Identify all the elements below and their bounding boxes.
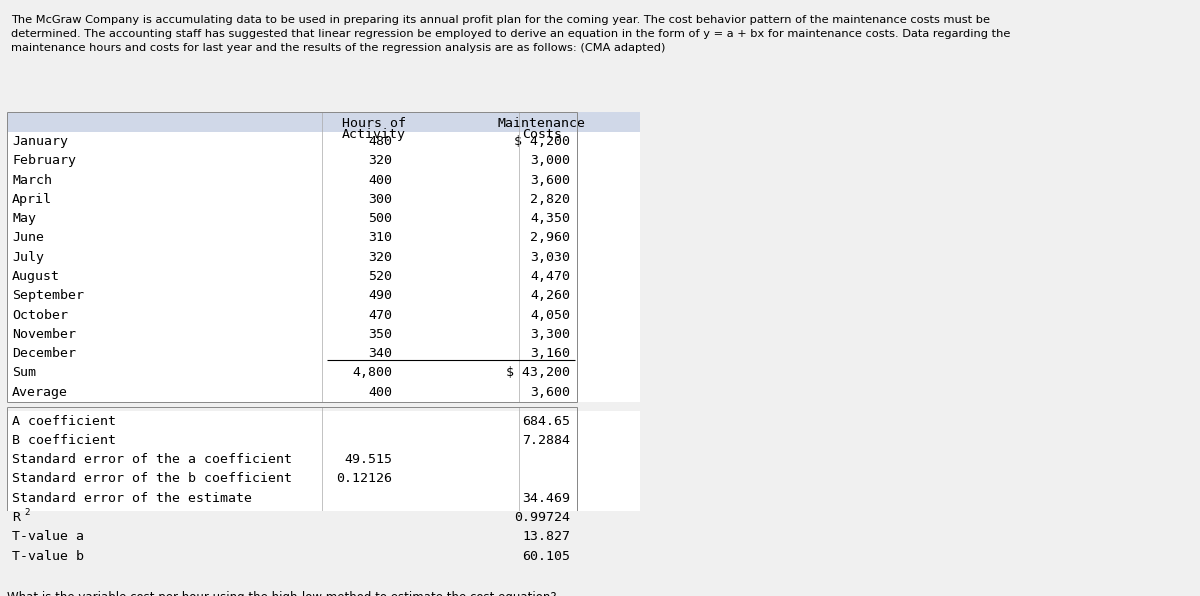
Text: 13.827: 13.827 xyxy=(522,530,570,544)
Text: 350: 350 xyxy=(368,328,392,341)
Text: Costs: Costs xyxy=(522,128,562,141)
Bar xyxy=(7,411,640,574)
Text: April: April xyxy=(12,193,52,206)
Text: July: July xyxy=(12,251,44,263)
Text: 7.2884: 7.2884 xyxy=(522,434,570,447)
Text: 490: 490 xyxy=(368,289,392,302)
Text: 500: 500 xyxy=(368,212,392,225)
Text: 480: 480 xyxy=(368,135,392,148)
Text: 320: 320 xyxy=(368,251,392,263)
Text: June: June xyxy=(12,231,44,244)
Text: 2: 2 xyxy=(24,508,30,517)
Text: March: March xyxy=(12,173,52,187)
Text: 470: 470 xyxy=(368,309,392,322)
Text: 4,050: 4,050 xyxy=(530,309,570,322)
Text: 340: 340 xyxy=(368,347,392,360)
Text: 4,470: 4,470 xyxy=(530,270,570,283)
Text: What is the variable cost per hour using the high-low method to estimate the cos: What is the variable cost per hour using… xyxy=(7,591,557,596)
Text: 3,300: 3,300 xyxy=(530,328,570,341)
Text: November: November xyxy=(12,328,76,341)
Text: The McGraw Company is accumulating data to be used in preparing its annual profi: The McGraw Company is accumulating data … xyxy=(11,15,1010,53)
Text: Average: Average xyxy=(12,386,68,399)
Text: Maintenance: Maintenance xyxy=(498,117,586,129)
Text: 4,350: 4,350 xyxy=(530,212,570,225)
Text: Activity: Activity xyxy=(342,128,406,141)
Text: 49.515: 49.515 xyxy=(344,453,392,466)
Text: T-value b: T-value b xyxy=(12,550,84,563)
Bar xyxy=(7,132,640,402)
Text: Standard error of the estimate: Standard error of the estimate xyxy=(12,492,252,505)
Text: T-value a: T-value a xyxy=(12,530,84,544)
Text: 300: 300 xyxy=(368,193,392,206)
Text: October: October xyxy=(12,309,68,322)
Text: August: August xyxy=(12,270,60,283)
Text: $ 4,200: $ 4,200 xyxy=(514,135,570,148)
Text: 4,260: 4,260 xyxy=(530,289,570,302)
Bar xyxy=(7,112,640,132)
Text: $ 43,200: $ 43,200 xyxy=(506,367,570,380)
Text: 400: 400 xyxy=(368,386,392,399)
Text: 684.65: 684.65 xyxy=(522,415,570,427)
Text: Sum: Sum xyxy=(12,367,36,380)
Text: 2,960: 2,960 xyxy=(530,231,570,244)
Text: 310: 310 xyxy=(368,231,392,244)
Text: September: September xyxy=(12,289,84,302)
Text: January: January xyxy=(12,135,68,148)
Text: 0.99724: 0.99724 xyxy=(514,511,570,524)
Text: B coefficient: B coefficient xyxy=(12,434,116,447)
Text: R: R xyxy=(12,511,20,524)
Text: 520: 520 xyxy=(368,270,392,283)
Text: 3,000: 3,000 xyxy=(530,154,570,167)
Text: Standard error of the a coefficient: Standard error of the a coefficient xyxy=(12,453,292,466)
Text: 4,800: 4,800 xyxy=(353,367,392,380)
Text: Standard error of the b coefficient: Standard error of the b coefficient xyxy=(12,473,292,486)
Text: 0.12126: 0.12126 xyxy=(336,473,392,486)
Text: December: December xyxy=(12,347,76,360)
Text: 3,600: 3,600 xyxy=(530,173,570,187)
Text: A coefficient: A coefficient xyxy=(12,415,116,427)
Text: May: May xyxy=(12,212,36,225)
Text: February: February xyxy=(12,154,76,167)
Text: 3,160: 3,160 xyxy=(530,347,570,360)
Text: 320: 320 xyxy=(368,154,392,167)
Text: 3,600: 3,600 xyxy=(530,386,570,399)
Text: 400: 400 xyxy=(368,173,392,187)
Text: 3,030: 3,030 xyxy=(530,251,570,263)
Text: 60.105: 60.105 xyxy=(522,550,570,563)
Text: Hours of: Hours of xyxy=(342,117,406,129)
Text: 34.469: 34.469 xyxy=(522,492,570,505)
Text: 2,820: 2,820 xyxy=(530,193,570,206)
